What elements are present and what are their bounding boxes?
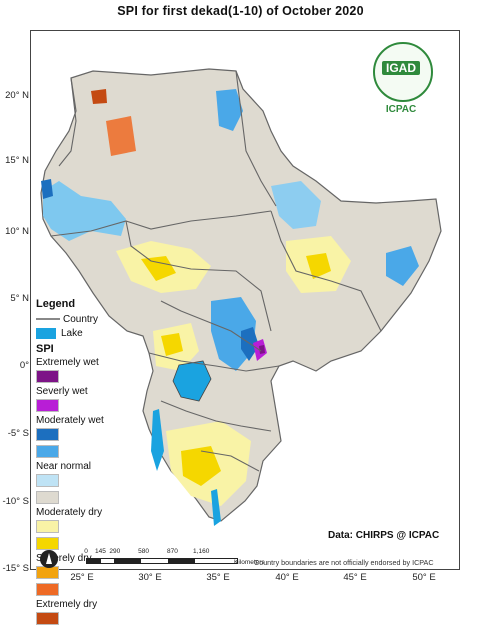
scale-tick-label: 290 xyxy=(109,548,121,555)
lon-label: 35° E xyxy=(206,572,230,583)
spi-color-swatch xyxy=(36,428,59,441)
scale-tick-label: 580 xyxy=(138,548,150,555)
scale-tick-label: 870 xyxy=(166,548,178,555)
legend-country-label: Country xyxy=(63,313,99,325)
spi-color-swatch xyxy=(36,537,59,550)
spi-legend-item: Extremely dry xyxy=(36,599,131,628)
spi-legend-label: Severely dry xyxy=(36,553,92,564)
lake-victoria xyxy=(172,360,212,402)
spi-legend-label: Near normal xyxy=(36,461,92,472)
spi-legend-item xyxy=(36,582,131,599)
data-credit: Data: CHIRPS @ ICPAC xyxy=(328,530,440,541)
dry-area-ethiopia-east-mod xyxy=(306,253,331,279)
scale-labels: 0 145 290 580 870 1,160 xyxy=(84,548,246,557)
lat-label: -10° S xyxy=(2,496,29,507)
spi-legend-item: Severly wet xyxy=(36,386,131,415)
spi-color-swatch xyxy=(36,491,59,504)
scale-tick-label: 145 xyxy=(94,548,106,555)
wet-area-west-dark xyxy=(41,179,53,199)
spi-legend-label: Moderately wet xyxy=(36,415,104,426)
legend: Legend Country Lake SPI Extremely wet Sev… xyxy=(36,298,131,628)
lon-label: 30° E xyxy=(138,572,162,583)
legend-title: Legend xyxy=(36,298,76,310)
country-boundaries xyxy=(50,70,382,472)
north-arrow-icon xyxy=(40,550,58,568)
dry-area-tanzania-mod xyxy=(181,446,221,486)
extremely-wet-spot xyxy=(259,345,265,354)
lake-swatch xyxy=(36,327,56,339)
spi-color-swatch xyxy=(36,399,59,412)
wet-area-west xyxy=(43,181,126,241)
wet-area-ethiopia xyxy=(271,181,321,229)
scale-bar: 0 145 290 580 870 1,160 Kilometers xyxy=(84,548,265,568)
lake-tanganyika xyxy=(151,409,164,471)
spi-legend-item: Moderately dry xyxy=(36,507,131,536)
lat-label: -15° S xyxy=(2,563,29,574)
scale-tick-label: 0 xyxy=(84,548,88,555)
spi-legend-item xyxy=(36,536,131,553)
spi-legend-label: Severly wet xyxy=(36,386,88,397)
igad-logo: IGAD ICPAC xyxy=(363,42,439,128)
spi-color-swatch xyxy=(36,583,59,596)
spi-color-swatch xyxy=(36,612,59,625)
lon-label: 40° E xyxy=(275,572,299,583)
dry-area-uganda-mod xyxy=(161,333,183,356)
logo-icpac-text: ICPAC xyxy=(385,104,417,115)
spi-color-swatch xyxy=(36,370,59,383)
wet-area-somalia xyxy=(386,246,419,286)
region-landmass xyxy=(40,68,442,522)
lon-label: 25° E xyxy=(70,572,94,583)
scale-bar-graphic xyxy=(86,558,238,564)
logo-igad-text: IGAD xyxy=(382,61,420,75)
disclaimer: Country boundaries are not officially en… xyxy=(254,558,434,567)
spi-color-swatch xyxy=(36,474,59,487)
legend-lake-label: Lake xyxy=(61,327,83,339)
dry-area-ne-sudan-2 xyxy=(91,89,107,104)
country-line-icon xyxy=(36,318,60,320)
spi-legend-item xyxy=(36,444,131,461)
lake-malawi xyxy=(211,489,221,526)
dry-area-south-sudan-mod xyxy=(141,256,176,281)
legend-lake: Lake xyxy=(36,326,131,340)
lon-label: 50° E xyxy=(412,572,436,583)
lat-label: 10° N xyxy=(5,226,29,237)
lat-label: 0° xyxy=(19,360,29,371)
legend-country: Country xyxy=(36,312,131,326)
spi-legend-label: Extremely wet xyxy=(36,357,99,368)
spi-legend-item xyxy=(36,490,131,507)
spi-title: SPI xyxy=(36,343,54,355)
spi-legend-label: Moderately dry xyxy=(36,507,103,518)
lat-label: 20° N xyxy=(5,90,29,101)
wet-area-north xyxy=(216,89,243,131)
spi-legend-item: Extremely wet xyxy=(36,357,131,386)
spi-legend-label: Extremely dry xyxy=(36,599,98,610)
spi-legend-item: Moderately wet xyxy=(36,415,131,444)
scale-unit: Kilometers xyxy=(234,559,265,566)
spi-color-swatch xyxy=(36,520,59,533)
map-frame xyxy=(30,30,460,570)
spi-legend-item: Near normal xyxy=(36,461,131,490)
scale-tick-label: 1,160 xyxy=(193,548,210,555)
map-title: SPI for first dekad(1-10) of October 202… xyxy=(117,4,364,18)
lat-label: -5° S xyxy=(7,428,29,439)
spi-color-swatch xyxy=(36,445,59,458)
lat-label: 5° N xyxy=(10,293,29,304)
dry-area-ne-sudan xyxy=(106,116,136,156)
spi-map xyxy=(40,68,442,526)
lat-label: 15° N xyxy=(5,155,29,166)
lon-label: 45° E xyxy=(343,572,367,583)
